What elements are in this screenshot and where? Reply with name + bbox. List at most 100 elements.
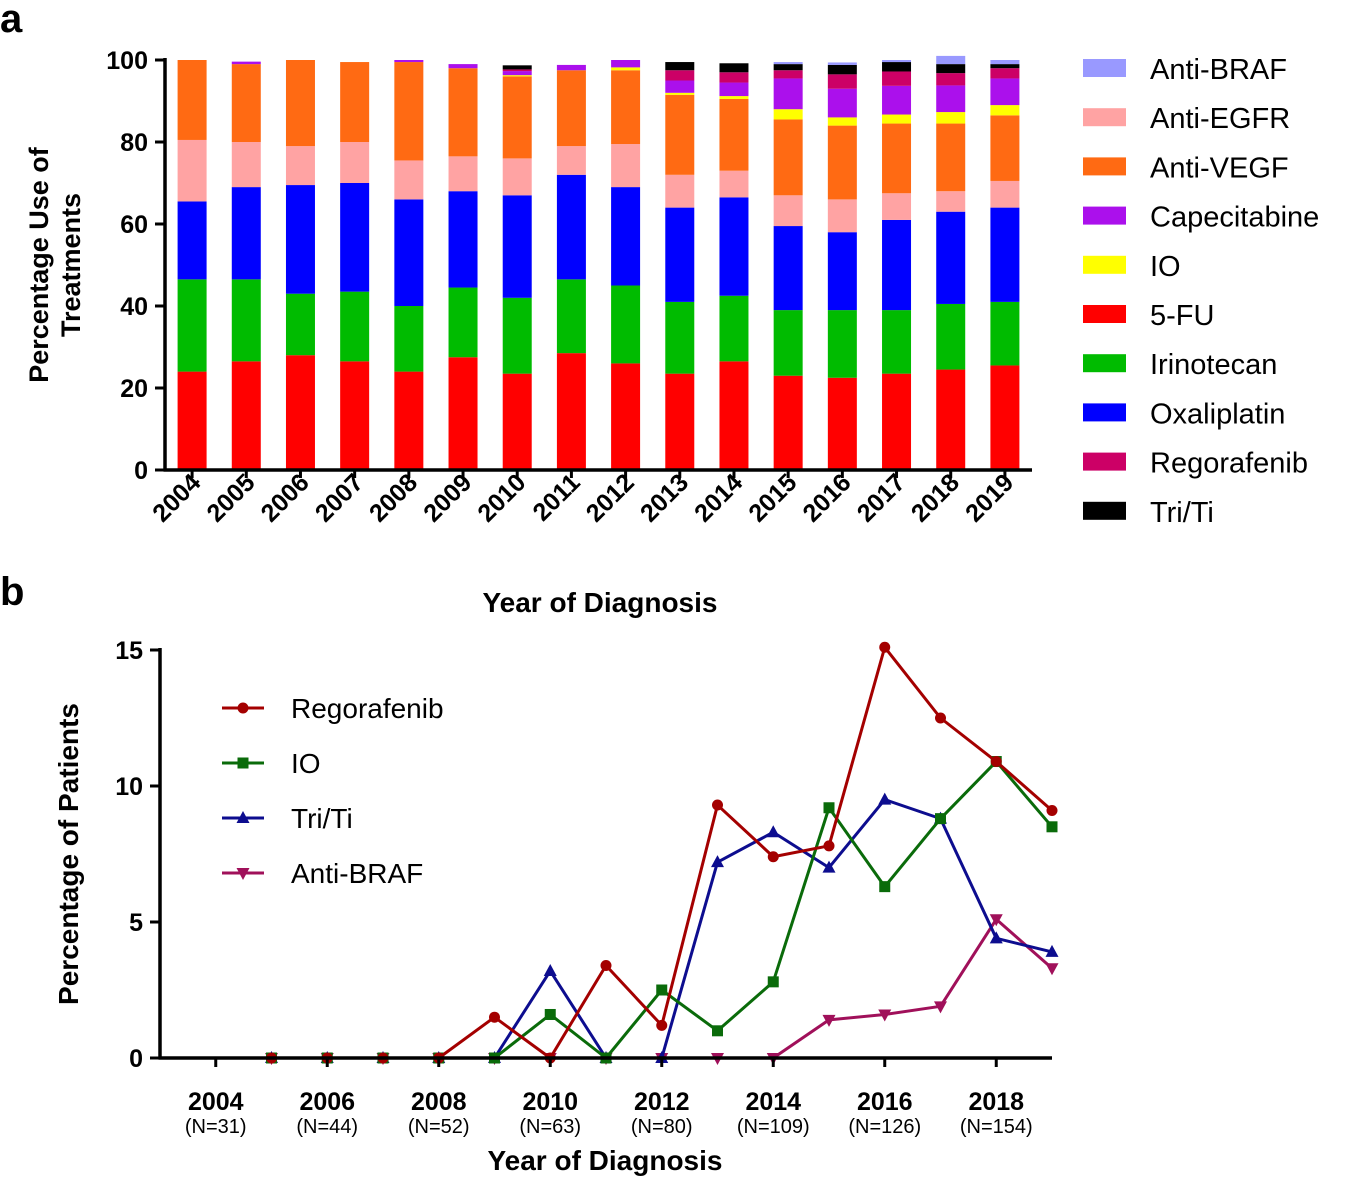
bar-oxaliplatin-2009 [448,191,478,288]
legend-swatch-irinotecan [1083,354,1126,373]
bar-tri-ti-2013 [665,62,695,71]
x-tick-label-2008: 2008 [364,468,423,527]
bar-irinotecan-2005 [231,279,261,362]
bar-oxaliplatin-2007 [340,183,370,292]
point-tri-ti-2007 [376,1051,390,1063]
y-tick-label-80: 80 [120,129,148,157]
bar-oxaliplatin-2008 [394,199,424,306]
point-regorafenib-2010 [544,1052,556,1064]
bar-anti-braf-2015 [773,62,803,65]
x-tick-n-b-2010: (N=63) [519,1116,581,1138]
bar-5-fu-2007 [340,361,370,470]
point-tri-ti-2005 [265,1051,278,1063]
legend-marker-anti-braf [236,868,250,880]
x-tick-n-b-2006: (N=44) [296,1116,358,1138]
x-tick-label-2013: 2013 [635,468,694,527]
bar-oxaliplatin-2016 [827,232,857,311]
bar-io-2015 [773,109,803,120]
bar-5-fu-2006 [285,355,315,470]
bar-5-fu-2017 [882,373,912,470]
bar-anti-vegf-2019 [990,115,1020,181]
bar-anti-braf-2017 [882,60,912,63]
bar-anti-egfr-2015 [773,195,803,227]
bar-irinotecan-2017 [882,310,912,374]
point-io-2006 [321,1052,333,1064]
bar-oxaliplatin-2014 [719,197,749,296]
legend-label-regorafenib: Regorafenib [1150,448,1308,480]
bar-5-fu-2008 [394,371,424,470]
bar-5-fu-2018 [936,369,966,470]
bar-capecitabine-2018 [936,85,966,113]
legend-label-anti-braf: Anti-BRAF [1150,54,1287,86]
legend-swatch-tri-ti [1083,501,1126,520]
legend-label-b-tri-ti: Tri/Ti [291,803,353,834]
bar-anti-egfr-2017 [882,193,912,220]
bar-anti-vegf-2009 [448,68,478,157]
y-tick-label-b-5: 5 [129,909,143,937]
bar-regorafenib-2019 [990,68,1020,79]
bar-capecitabine-2011 [556,64,586,71]
x-tick-label-2012: 2012 [581,468,640,527]
bar-anti-egfr-2005 [231,142,261,188]
point-io-2017 [935,813,946,825]
bar-irinotecan-2013 [665,301,695,374]
legend-swatch-5-fu [1083,305,1126,323]
bar-capecitabine-2014 [719,82,749,97]
bar-anti-vegf-2015 [773,119,803,196]
bar-5-fu-2010 [502,373,532,470]
y-tick-label-0: 0 [134,457,148,485]
point-regorafenib-2006 [321,1052,333,1064]
legend-swatch-anti-vegf [1083,157,1126,176]
bar-irinotecan-2007 [340,291,370,362]
point-anti-braf-2019 [1045,963,1059,976]
point-tri-ti-2006 [320,1051,334,1063]
x-tick-n-b-2008: (N=52) [408,1116,470,1138]
x-tick-label-2004: 2004 [147,468,206,527]
point-io-2011 [600,1052,612,1064]
point-anti-braf-2009 [488,1053,501,1065]
point-io-2013 [712,1025,723,1037]
legend-label-b-regorafenib: Regorafenib [291,693,444,724]
point-regorafenib-2017 [935,712,946,724]
x-axis-label-a: Year of Diagnosis [483,587,718,618]
bar-capecitabine-2005 [231,61,261,65]
bar-5-fu-2013 [665,373,695,470]
bar-irinotecan-2011 [556,279,586,354]
point-anti-braf-2018 [989,914,1003,927]
point-anti-braf-2017 [934,1001,947,1014]
y-tick-label-b-0: 0 [129,1045,143,1073]
bar-anti-egfr-2019 [990,180,1020,208]
bar-oxaliplatin-2011 [556,174,586,280]
point-io-2005 [266,1052,277,1064]
x-tick-label-2016: 2016 [797,468,856,527]
x-tick-n-b-2018: (N=154) [960,1116,1033,1138]
point-anti-braf-2006 [320,1053,334,1065]
bar-io-2018 [936,112,966,124]
point-tri-ti-2010 [543,963,557,976]
bar-anti-egfr-2018 [936,191,966,212]
point-regorafenib-2016 [879,641,891,653]
bar-io-2016 [827,117,857,126]
point-tri-ti-2016 [878,792,892,805]
bar-anti-egfr-2011 [556,146,586,175]
point-anti-braf-2013 [711,1053,724,1065]
point-tri-ti-2012 [655,1051,669,1063]
legend-label-b-anti-braf: Anti-BRAF [291,858,423,889]
y-tick-label-100: 100 [106,47,148,75]
bar-oxaliplatin-2018 [936,211,966,304]
bar-regorafenib-2014 [719,72,749,83]
bar-irinotecan-2009 [448,287,478,358]
bar-anti-egfr-2014 [719,170,749,198]
bar-io-2014 [719,96,749,99]
bar-capecitabine-2010 [502,71,532,76]
point-regorafenib-2013 [712,799,723,811]
x-tick-label-2011: 2011 [527,468,585,526]
bar-anti-egfr-2004 [177,139,207,202]
point-io-2018 [990,756,1002,768]
y-tick-label-60: 60 [120,211,148,239]
bar-tri-ti-2017 [882,62,912,72]
y-axis-label-a: Percentage Use ofTreatments [24,146,86,383]
point-anti-braf-2007 [376,1053,390,1065]
y-axis-label-a-line-0: Percentage Use of [24,146,54,383]
